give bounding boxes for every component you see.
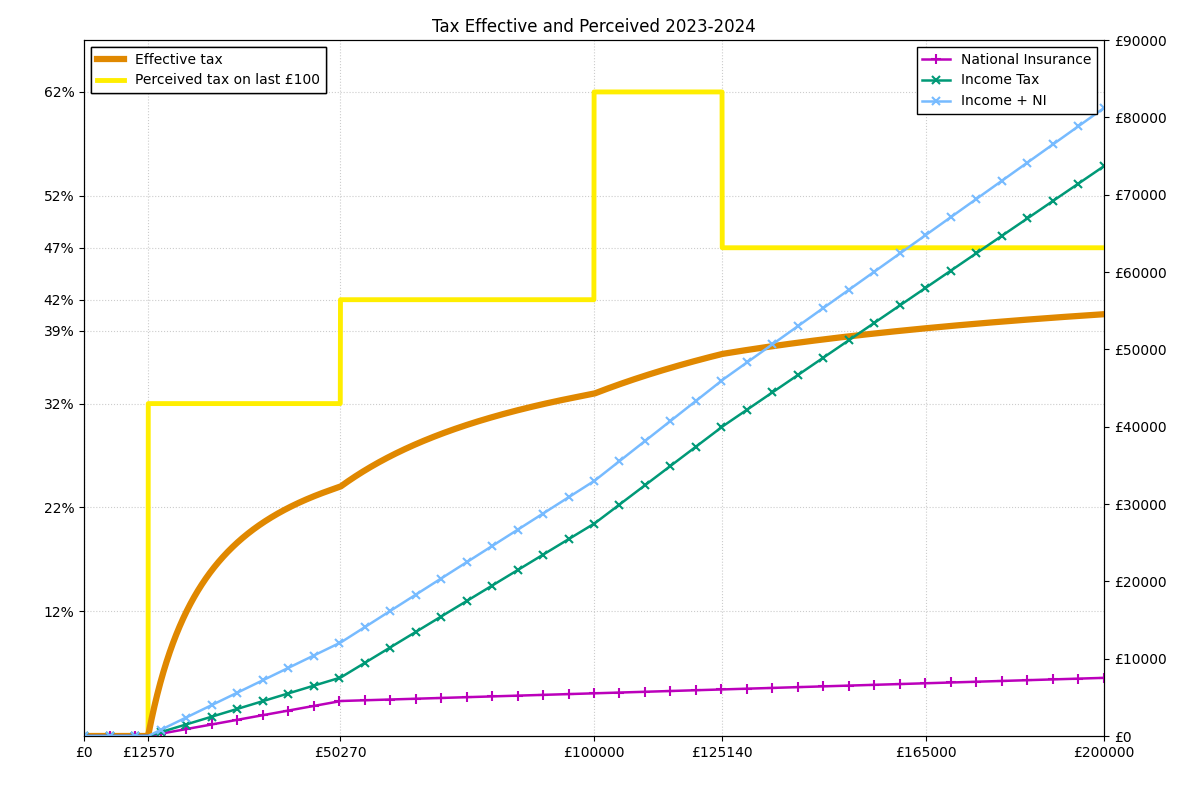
Income Tax xyxy=(1097,162,1111,171)
Income Tax xyxy=(262,694,276,704)
National Insurance xyxy=(262,709,276,718)
National Insurance xyxy=(467,692,481,702)
Income + NI xyxy=(262,673,276,682)
Perceived tax on last £100 xyxy=(587,87,601,97)
Line: National Insurance: National Insurance xyxy=(79,673,1109,741)
Perceived tax on last £100 xyxy=(916,243,930,253)
Title: Tax Effective and Perceived 2023-2024: Tax Effective and Perceived 2023-2024 xyxy=(432,18,756,36)
Income Tax xyxy=(689,442,703,451)
Line: Perceived tax on last £100: Perceived tax on last £100 xyxy=(84,92,1104,736)
Income Tax xyxy=(838,338,852,348)
Perceived tax on last £100 xyxy=(77,731,91,741)
Income + NI xyxy=(838,288,852,298)
National Insurance xyxy=(838,681,852,690)
Effective tax xyxy=(262,514,276,523)
Perceived tax on last £100 xyxy=(740,243,755,253)
Line: Income Tax: Income Tax xyxy=(80,162,1108,740)
Effective tax xyxy=(1097,310,1111,319)
Income Tax xyxy=(740,405,755,414)
National Insurance xyxy=(1097,673,1111,682)
National Insurance xyxy=(916,678,930,688)
Income + NI xyxy=(689,396,703,406)
National Insurance xyxy=(740,684,755,694)
Effective tax xyxy=(467,418,481,427)
Income + NI xyxy=(1097,103,1111,113)
Income + NI xyxy=(740,358,755,367)
National Insurance xyxy=(689,686,703,695)
Income Tax xyxy=(916,285,930,294)
Perceived tax on last £100 xyxy=(1097,243,1111,253)
Legend: National Insurance, Income Tax, Income + NI: National Insurance, Income Tax, Income +… xyxy=(917,47,1097,114)
Perceived tax on last £100 xyxy=(262,398,276,408)
Income + NI xyxy=(916,233,930,242)
Perceived tax on last £100 xyxy=(689,87,703,97)
Effective tax xyxy=(916,324,930,334)
Line: Income + NI: Income + NI xyxy=(80,104,1108,740)
Income Tax xyxy=(467,592,481,602)
Perceived tax on last £100 xyxy=(838,243,852,253)
Legend: Effective tax, Perceived tax on last £100: Effective tax, Perceived tax on last £10… xyxy=(91,47,326,93)
Effective tax xyxy=(740,345,755,354)
Effective tax xyxy=(689,356,703,366)
Line: Effective tax: Effective tax xyxy=(84,314,1104,736)
Effective tax xyxy=(838,332,852,342)
Perceived tax on last £100 xyxy=(467,295,481,305)
National Insurance xyxy=(77,731,91,741)
Effective tax xyxy=(77,731,91,741)
Income + NI xyxy=(467,553,481,562)
Income + NI xyxy=(77,731,91,741)
Income Tax xyxy=(77,731,91,741)
